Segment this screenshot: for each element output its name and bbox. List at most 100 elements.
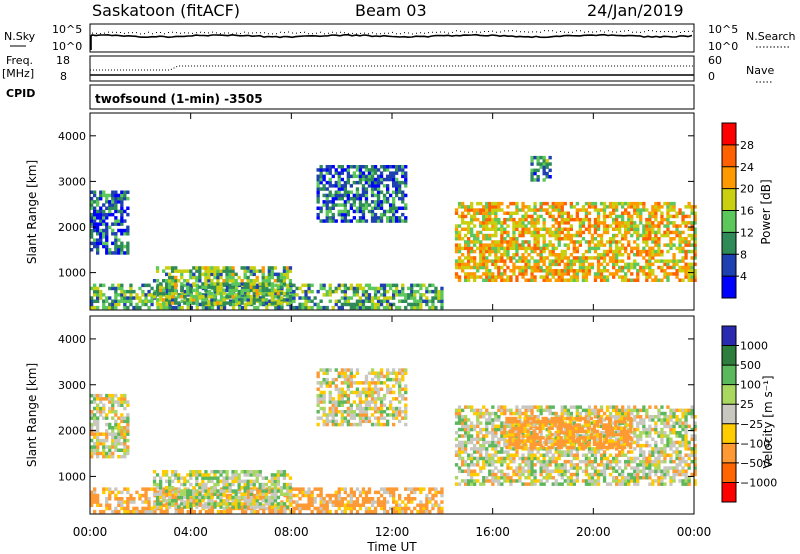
freq-unit: [MHz] [2,67,34,80]
heatmap-cell [506,463,510,467]
heatmap-cell [524,459,528,464]
heatmap-cell [419,299,423,303]
heatmap-cell [252,470,256,474]
heatmap-cell [334,203,338,207]
heatmap-cell [497,227,501,231]
heatmap-cell [147,497,151,501]
heatmap-cell [204,473,208,477]
heatmap-cell [470,434,474,438]
heatmap-cell [186,285,190,289]
heatmap-cell [114,286,118,291]
heatmap-cell [114,289,118,294]
heatmap-cell [155,269,160,273]
heatmap-cell [210,305,215,310]
heatmap-cell [99,397,103,401]
heatmap-cell [627,256,631,260]
heatmap-cell [198,285,202,289]
heatmap-cell [304,283,308,288]
heatmap-cell [548,233,552,238]
heatmap-cell [440,302,444,307]
heatmap-cell [316,416,320,420]
heatmap-cell [395,416,399,420]
heatmap-cell [672,237,676,241]
heatmap-cell [566,469,570,473]
heatmap-cell [530,463,534,467]
heatmap-cell [252,291,256,296]
heatmap-cell [213,275,217,280]
heatmap-cell [189,502,193,506]
heatmap-cell [228,509,233,514]
heatmap-cell [162,487,166,491]
heatmap-cell [334,490,338,495]
heatmap-cell [572,275,576,279]
heatmap-cell [117,497,121,501]
heatmap-cell [542,171,546,176]
heatmap-cell [488,253,492,257]
heatmap-cell [379,219,384,223]
heatmap-cell [373,216,378,220]
heatmap-cell [246,295,250,299]
heatmap-cell [114,219,118,223]
heatmap-cell [123,500,127,504]
heatmap-cell [123,506,127,511]
heatmap-cell [569,262,573,267]
heatmap-cell [355,187,360,191]
heatmap-cell [343,180,347,185]
heatmap-cell [352,390,356,395]
heatmap-cell [392,487,396,491]
heatmap-cell [539,165,543,169]
heatmap-cell [222,470,226,474]
heatmap-cell [693,217,697,222]
heatmap-cell [470,456,474,461]
heatmap-cell [536,240,540,244]
heatmap-cell [261,295,265,299]
heatmap-cell [180,275,184,280]
heatmap-cell [216,305,221,310]
heatmap-cell [376,177,381,182]
heatmap-cell [343,487,347,491]
heatmap-cell [102,216,106,220]
heatmap-cell [642,240,646,244]
heatmap-cell [428,487,432,491]
heatmap-cell [401,283,405,288]
heatmap-cell [392,200,396,204]
heatmap-cell [454,227,459,231]
heatmap-cell [117,448,121,452]
heatmap-cell [476,208,480,212]
heatmap-cell [152,291,157,296]
heatmap-cell [669,240,673,244]
heatmap-cell [485,427,489,432]
heatmap-cell [536,246,540,251]
heatmap-cell [566,476,570,480]
heatmap-cell [389,206,393,210]
heatmap-cell [542,208,546,212]
heatmap-cell [219,305,224,310]
heatmap-cell [331,305,335,310]
heatmap-cell [102,212,106,217]
heatmap-cell [352,165,356,169]
heatmap-cell [105,305,109,310]
heatmap-cell [240,282,244,286]
heatmap-cell [602,269,607,273]
heatmap-cell [301,283,305,288]
heatmap-cell [675,246,679,251]
heatmap-cell [518,224,522,228]
heatmap-cell [542,459,546,464]
heatmap-cell [244,302,248,307]
heatmap-cell [615,227,619,231]
heatmap-cell [282,269,287,273]
heatmap-cell [578,265,582,270]
heatmap-cell [512,237,516,241]
heatmap-cell [602,211,607,215]
heatmap-cell [464,243,468,247]
heatmap-cell [144,302,148,307]
heatmap-cell [343,286,347,291]
heatmap-cell [548,408,552,413]
heatmap-cell [195,476,199,480]
heatmap-cell [216,493,221,498]
heatmap-cell [521,459,525,464]
heatmap-cell [243,498,247,503]
heatmap-cell [521,253,525,257]
heatmap-cell [494,240,498,244]
heatmap-cell [180,476,184,480]
